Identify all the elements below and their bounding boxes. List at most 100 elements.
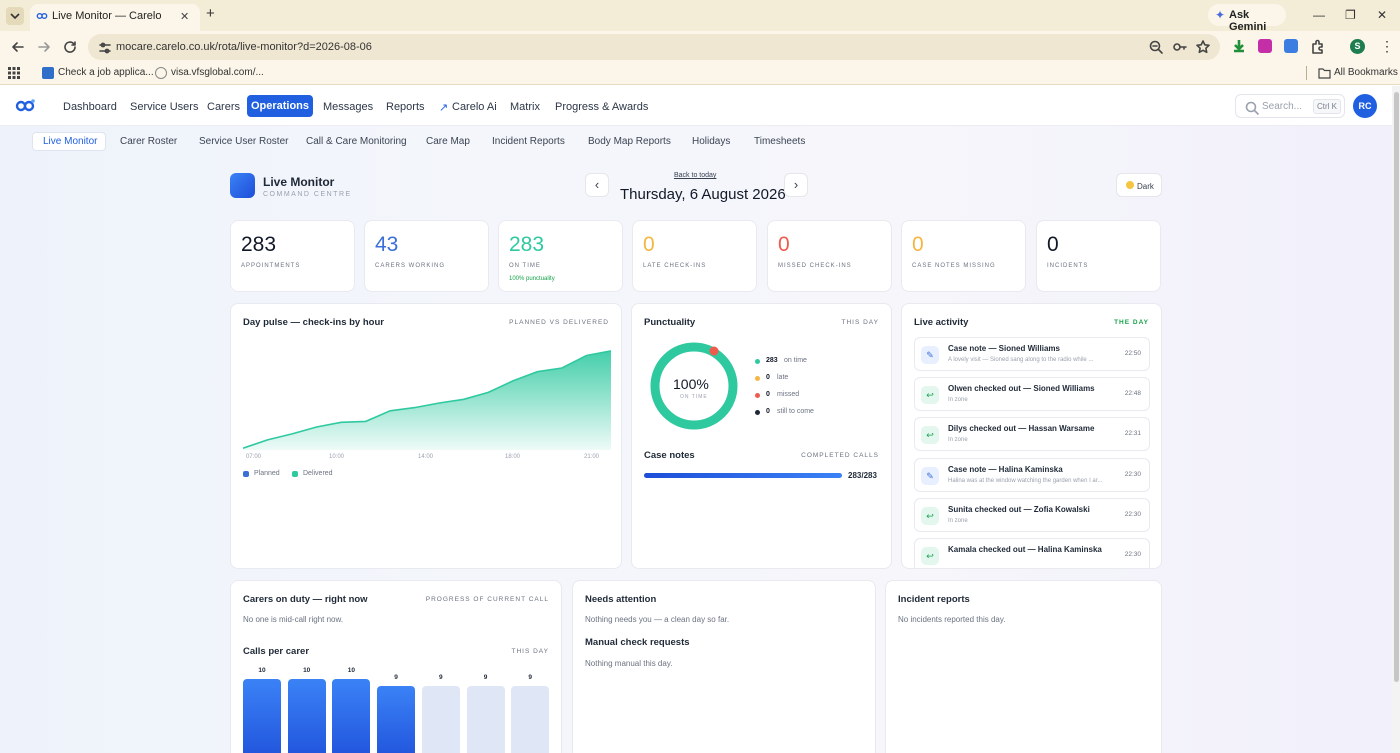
- still-to-come-label: still to come: [777, 408, 814, 415]
- activity-title: Case note — Sioned Williams: [948, 344, 1060, 353]
- kpi-label: INCIDENTS: [1047, 263, 1089, 269]
- on-time-label: on time: [784, 357, 807, 364]
- kpi-value: 0: [1047, 233, 1059, 256]
- close-window-icon[interactable]: ✕: [1377, 8, 1388, 22]
- tab-care-map[interactable]: Care Map: [426, 136, 470, 147]
- tab-incident-reports[interactable]: Incident Reports: [492, 136, 565, 147]
- url-text[interactable]: mocare.carelo.co.uk/rota/live-monitor?d=…: [116, 41, 372, 53]
- calls-bar: [243, 679, 281, 753]
- tab-live-monitor[interactable]: Live Monitor: [43, 136, 98, 147]
- manual-check-title: Manual check requests: [585, 637, 690, 648]
- late-label: late: [777, 374, 789, 381]
- tab-timesheets[interactable]: Timesheets: [754, 136, 806, 147]
- browser-tab[interactable]: Live Monitor — Carelo ✕: [30, 4, 200, 31]
- kpi-label: ON TIME: [509, 263, 541, 269]
- browser-tabstrip: Live Monitor — Carelo ✕ + ✦ Ask Gemini —…: [0, 0, 1400, 33]
- kpi-label: MISSED CHECK-INS: [778, 263, 852, 269]
- nav-operations[interactable]: Operations: [247, 95, 313, 117]
- nav-service-users[interactable]: Service Users: [130, 101, 199, 113]
- previous-day-button[interactable]: ‹: [585, 173, 609, 197]
- maximize-icon[interactable]: ❐: [1345, 8, 1356, 22]
- kpi-subtext: 100% punctuality: [509, 276, 555, 282]
- bookmark-star-icon[interactable]: [1195, 39, 1211, 55]
- incident-reports-empty: No incidents reported this day.: [898, 615, 1006, 624]
- search-shortcut: Ctrl K: [1313, 99, 1341, 114]
- user-avatar[interactable]: RC: [1353, 94, 1377, 118]
- day-pulse-title: Day pulse — check-ins by hour: [243, 317, 384, 328]
- activity-time: 22:50: [1124, 350, 1141, 357]
- operations-subnav: Live Monitor Carer Roster Service User R…: [0, 126, 1392, 154]
- live-monitor-icon: [230, 173, 255, 198]
- download-extension-icon[interactable]: [1232, 39, 1246, 53]
- calls-bar: [466, 686, 505, 753]
- password-key-icon[interactable]: [1172, 39, 1188, 55]
- donut-marker: [709, 346, 719, 356]
- activity-title: Olwen checked out — Sioned Williams: [948, 384, 1095, 393]
- next-day-button[interactable]: ›: [784, 173, 808, 197]
- carelo-logo-icon[interactable]: [14, 96, 38, 116]
- apps-grid-icon[interactable]: [8, 67, 20, 79]
- nav-carers[interactable]: Carers: [207, 101, 241, 113]
- activity-item[interactable]: ↩ Kamala checked out — Halina Kaminska 2…: [914, 538, 1150, 568]
- calls-bar: [511, 686, 550, 753]
- nav-carelo-ai[interactable]: Carelo Ai: [452, 101, 497, 113]
- activity-item[interactable]: ↩ Sunita checked out — Zofia Kowalski In…: [914, 498, 1150, 532]
- back-arrow-icon[interactable]: [10, 39, 26, 55]
- activity-item[interactable]: ✎ Case note — Halina Kaminska Halina was…: [914, 458, 1150, 492]
- kpi-missed-check-ins: 0 MISSED CHECK-INS: [767, 220, 892, 292]
- kpi-value: 283: [241, 233, 277, 256]
- tab-body-map-reports[interactable]: Body Map Reports: [588, 136, 671, 147]
- legend-delivered: Delivered: [303, 470, 333, 477]
- activity-title: Case note — Halina Kaminska: [948, 465, 1063, 474]
- profile-avatar[interactable]: S: [1350, 39, 1365, 54]
- zoom-icon[interactable]: [1148, 39, 1164, 55]
- missed-label: missed: [777, 391, 800, 398]
- forward-arrow-icon[interactable]: [36, 39, 52, 55]
- case-notes-tag: COMPLETED CALLS: [801, 452, 879, 459]
- address-bar[interactable]: mocare.carelo.co.uk/rota/live-monitor?d=…: [88, 34, 1220, 60]
- nav-dashboard[interactable]: Dashboard: [63, 101, 117, 113]
- back-to-today-link[interactable]: Back to today: [674, 172, 717, 179]
- global-search[interactable]: Search... Ctrl K: [1235, 94, 1345, 118]
- bookmarks-divider: [1306, 66, 1307, 80]
- all-bookmarks-link[interactable]: All Bookmarks: [1334, 67, 1398, 78]
- nav-reports[interactable]: Reports: [386, 101, 425, 113]
- tab-service-user-roster[interactable]: Service User Roster: [199, 136, 289, 147]
- punctuality-donut: [650, 342, 738, 430]
- tab-carer-roster[interactable]: Carer Roster: [120, 136, 178, 147]
- close-tab-icon[interactable]: ✕: [180, 11, 190, 23]
- extensions-puzzle-icon[interactable]: [1310, 39, 1326, 55]
- bar-value-label: 10: [303, 667, 311, 674]
- new-tab-button[interactable]: +: [206, 5, 215, 22]
- bookmark-favicon-icon: [42, 67, 54, 79]
- reload-icon[interactable]: [62, 39, 78, 55]
- extension-blue-icon[interactable]: [1284, 39, 1298, 53]
- extension-purple-icon[interactable]: [1258, 39, 1272, 53]
- tab-search-button[interactable]: [6, 7, 24, 25]
- check-out-icon: ↩: [921, 426, 939, 444]
- tab-holidays[interactable]: Holidays: [692, 136, 731, 147]
- legend-planned-swatch: [243, 471, 249, 477]
- kpi-carers-working: 43 CARERS WORKING: [364, 220, 489, 292]
- nav-messages[interactable]: Messages: [323, 101, 374, 113]
- bookmark-link[interactable]: Check a job applica...: [58, 67, 154, 78]
- minimize-icon[interactable]: —: [1313, 8, 1325, 22]
- activity-sub: In zone: [948, 518, 968, 524]
- browser-menu-icon[interactable]: ⋮: [1380, 38, 1394, 54]
- kpi-value: 0: [643, 233, 655, 256]
- punctuality-title: Punctuality: [644, 317, 696, 328]
- activity-item[interactable]: ✎ Case note — Sioned Williams A lovely v…: [914, 337, 1150, 371]
- dark-mode-toggle[interactable]: Dark: [1116, 173, 1162, 197]
- activity-time: 22:31: [1124, 430, 1141, 437]
- nav-progress-awards[interactable]: Progress & Awards: [555, 101, 649, 113]
- search-icon: [1245, 101, 1259, 115]
- app-root: Dashboard Service Users Carers Operation…: [0, 86, 1400, 753]
- site-settings-icon[interactable]: [97, 40, 113, 56]
- activity-item[interactable]: ↩ Dilys checked out — Hassan Warsame In …: [914, 417, 1150, 451]
- ask-gemini-button[interactable]: ✦ Ask Gemini: [1208, 4, 1286, 33]
- bookmark-link[interactable]: visa.vfsglobal.com/...: [171, 67, 264, 78]
- scrollbar-thumb[interactable]: [1394, 92, 1399, 682]
- nav-matrix[interactable]: Matrix: [510, 101, 540, 113]
- activity-item[interactable]: ↩ Olwen checked out — Sioned Williams In…: [914, 377, 1150, 411]
- tab-call-care-monitoring[interactable]: Call & Care Monitoring: [306, 136, 407, 147]
